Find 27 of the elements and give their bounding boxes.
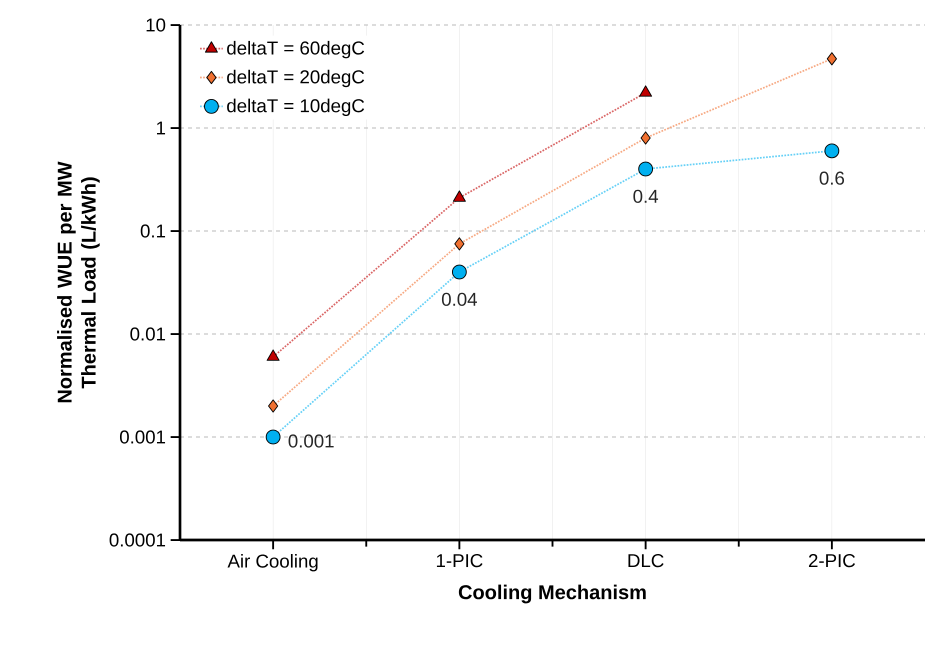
y-tick-label: 0.001 xyxy=(120,430,166,444)
point xyxy=(826,52,837,66)
y-tick-label: 0.0001 xyxy=(110,533,166,547)
point xyxy=(638,162,654,176)
y-tick-label: 0.1 xyxy=(140,224,166,238)
legend-label: deltaT = 20degC xyxy=(227,70,364,88)
x-tick-label: DLC xyxy=(628,554,664,568)
y-tick-label: 10 xyxy=(146,18,166,32)
data-label: 0.4 xyxy=(633,190,658,203)
x-tick-label: Air Cooling xyxy=(228,554,318,572)
point xyxy=(454,237,464,250)
x-tick-label: 1-PIC xyxy=(436,554,483,568)
x-axis-title: Cooling Mechanism xyxy=(458,584,646,604)
x-tick-label: 2-PIC xyxy=(808,554,856,568)
legend-label: deltaT = 60degC xyxy=(227,40,364,58)
point xyxy=(824,143,840,158)
data-label: 0.6 xyxy=(820,172,844,185)
point xyxy=(268,399,278,413)
legend-label: deltaT = 10degC xyxy=(227,98,364,116)
point xyxy=(452,264,467,280)
data-label: 0.04 xyxy=(442,292,477,306)
point xyxy=(266,430,281,444)
y-tick-label: 0.01 xyxy=(130,327,166,341)
data-label: 0.001 xyxy=(288,434,334,448)
y-axis-title: Normalised WUE per MW Thermal Load (L/kWh) xyxy=(57,161,100,402)
y-tick-label: 1 xyxy=(156,122,166,134)
point xyxy=(640,131,651,145)
